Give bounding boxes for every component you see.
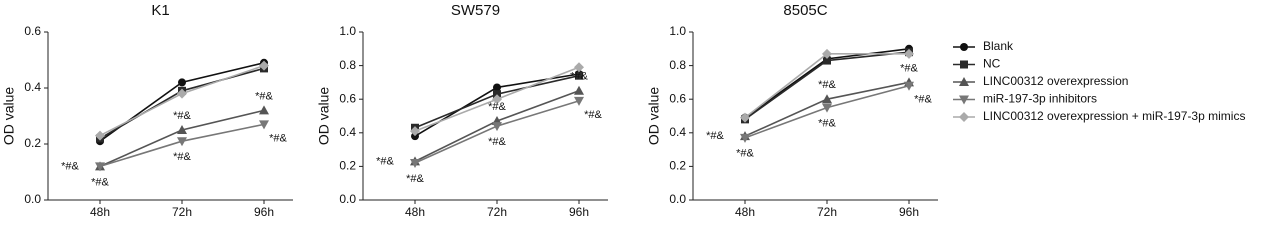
chart-title: K1 [151,2,169,19]
marker [822,103,832,113]
marker [259,60,269,71]
marker [823,56,831,65]
y-tick-label: 0.8 [669,58,686,72]
annotation: *#& [584,109,602,121]
y-axis-label: OD value [1,87,17,146]
x-tick-label: 72h [172,205,192,219]
x-tick-label: 96h [254,205,274,219]
x-tick-label: 72h [487,205,507,219]
marker [959,77,969,86]
y-tick-label: 0.4 [24,80,41,94]
marker [178,78,186,87]
marker [575,71,583,80]
marker [960,60,968,69]
annotation: *#& [818,79,836,91]
y-tick-label: 0.4 [669,125,686,139]
marker [492,94,502,105]
annotation: *#& [570,71,588,83]
y-tick-label: 0.0 [24,192,41,206]
y-tick-label: 0.2 [24,136,41,150]
y-axis-label: OD value [646,87,662,146]
marker [259,105,269,115]
legend-label: NC [983,57,1001,71]
y-tick-label: 0.6 [669,91,686,105]
annotation: *#& [269,132,287,144]
marker [177,125,187,134]
x-tick-label: 96h [569,205,589,219]
legend-label: miR-197-3p inhibitors [983,92,1097,106]
marker [411,132,419,141]
marker [493,90,501,99]
y-tick-label: 0.6 [24,24,41,38]
marker [493,83,501,92]
marker [574,96,584,106]
annotation: *#& [488,101,506,113]
annotation: *#& [914,94,932,106]
chart-title: SW579 [451,2,500,19]
annotation: *#& [91,176,109,188]
marker [822,94,832,104]
annotation: *#& [900,62,918,74]
legend-label: Blank [983,39,1014,53]
marker [410,126,420,137]
annotation: *#& [255,90,273,102]
marker [904,48,914,59]
annotation: *#& [173,151,191,163]
marker [574,85,584,95]
x-tick-label: 48h [90,205,110,219]
y-tick-label: 0.0 [669,192,686,206]
annotation: *#& [173,110,191,122]
y-axis-label: OD value [316,87,332,146]
chart-title: 8505C [783,2,827,19]
x-tick-label: 96h [899,205,919,219]
x-tick-label: 48h [735,205,755,219]
y-tick-label: 0.8 [339,58,356,72]
marker [177,137,187,147]
y-tick-label: 0.2 [339,159,356,173]
marker [177,88,187,99]
marker [574,62,584,73]
annotation: *#& [818,118,836,130]
y-tick-label: 0.6 [339,91,356,105]
marker [95,162,105,172]
marker [740,133,750,143]
annotation: *#& [488,136,506,148]
y-tick-label: 1.0 [669,24,686,38]
y-tick-label: 1.0 [339,24,356,38]
annotation: *#& [406,173,424,185]
marker [259,120,269,130]
y-tick-label: 0.0 [339,192,356,206]
x-tick-label: 72h [817,205,837,219]
annotation: *#& [376,155,394,167]
marker [410,159,420,169]
annotation: *#& [706,130,724,142]
marker [95,130,105,141]
marker [904,81,914,91]
marker [492,122,502,132]
legend-label: LINC00312 overexpression [983,74,1128,88]
legend-label: LINC00312 overexpression + miR-197-3p mi… [983,109,1245,123]
y-tick-label: 0.2 [669,159,686,173]
marker [740,112,750,123]
figure: K1 OD value 0.0 0.2 0.4 0.6 48h 72h 96h *#& *#& *#&… [1,2,1246,219]
annotation: *#& [736,148,754,160]
marker [959,112,969,122]
annotation: *#& [61,160,79,172]
y-tick-label: 0.4 [339,125,356,139]
marker [960,43,968,51]
marker [959,95,969,105]
marker [822,48,832,59]
x-tick-label: 48h [405,205,425,219]
